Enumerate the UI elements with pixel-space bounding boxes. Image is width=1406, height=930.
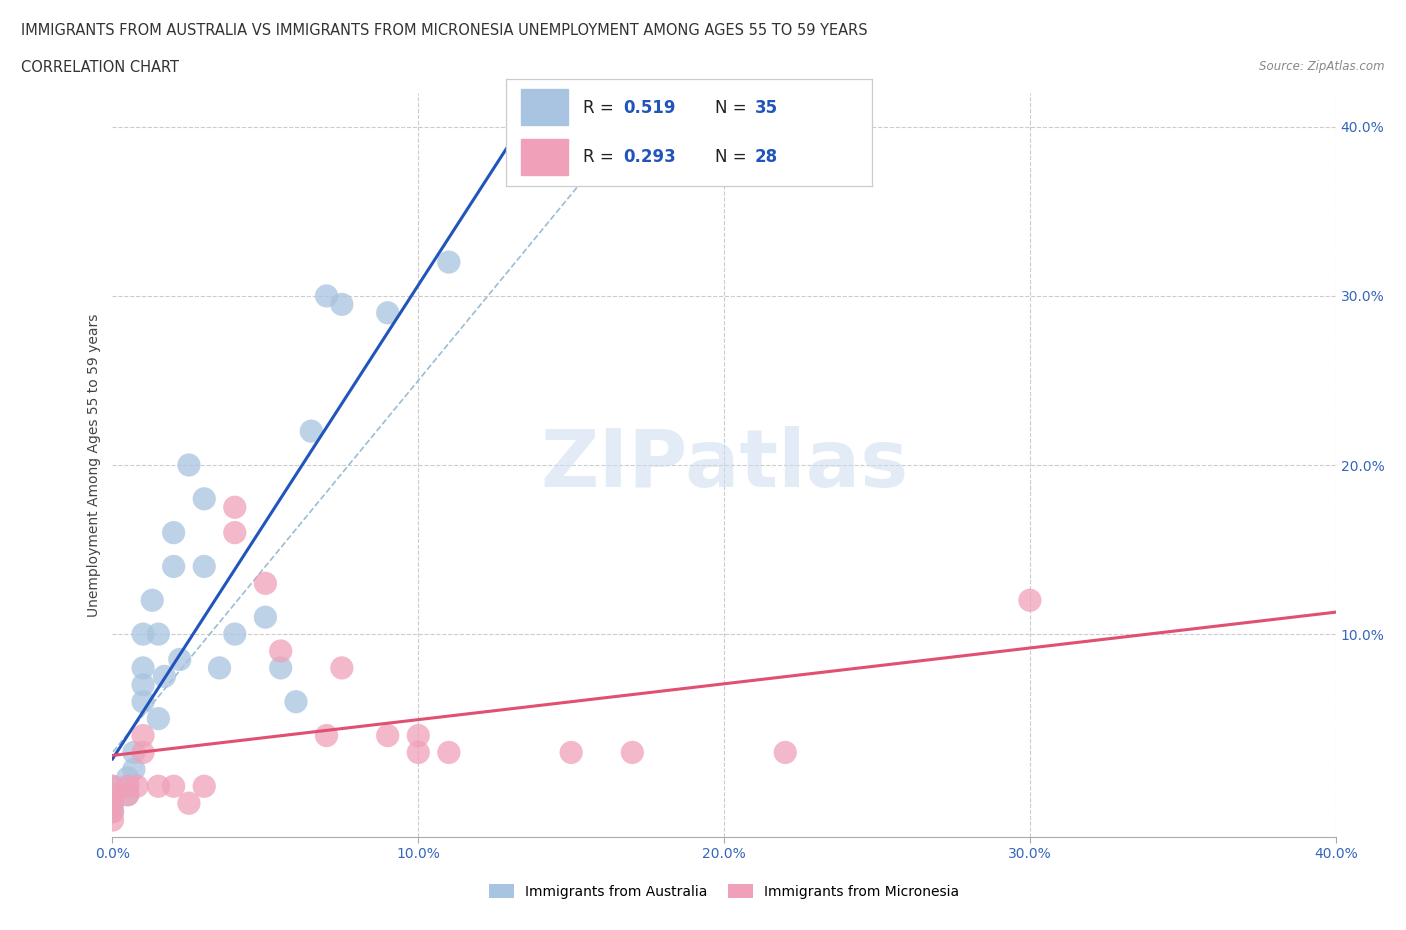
Text: 28: 28 — [755, 148, 778, 166]
Point — [315, 288, 337, 303]
Point — [148, 778, 170, 793]
Text: 0.519: 0.519 — [623, 99, 676, 117]
Point — [101, 796, 124, 811]
Point — [163, 559, 186, 574]
Point — [284, 695, 308, 710]
Point — [224, 499, 246, 514]
Point — [132, 627, 155, 642]
Point — [132, 745, 155, 760]
Point — [377, 305, 399, 320]
Point — [101, 804, 124, 819]
Bar — [520, 139, 568, 175]
Point — [377, 728, 399, 743]
Point — [132, 695, 155, 710]
Point — [117, 778, 139, 793]
Point — [101, 788, 124, 803]
Point — [153, 669, 176, 684]
Point — [101, 788, 124, 803]
Point — [169, 652, 191, 667]
Point — [254, 610, 277, 625]
Point — [117, 788, 139, 803]
Point — [437, 255, 460, 270]
Point — [101, 813, 124, 828]
Point — [101, 796, 124, 811]
Point — [408, 728, 430, 743]
Point — [177, 796, 200, 811]
Point — [101, 778, 124, 793]
Text: IMMIGRANTS FROM AUSTRALIA VS IMMIGRANTS FROM MICRONESIA UNEMPLOYMENT AMONG AGES : IMMIGRANTS FROM AUSTRALIA VS IMMIGRANTS … — [21, 23, 868, 38]
Point — [315, 728, 337, 743]
Legend: Immigrants from Australia, Immigrants from Micronesia: Immigrants from Australia, Immigrants fr… — [484, 879, 965, 905]
Point — [117, 788, 139, 803]
Text: CORRELATION CHART: CORRELATION CHART — [21, 60, 179, 75]
Text: Source: ZipAtlas.com: Source: ZipAtlas.com — [1260, 60, 1385, 73]
Point — [101, 804, 124, 819]
Y-axis label: Unemployment Among Ages 55 to 59 years: Unemployment Among Ages 55 to 59 years — [87, 313, 101, 617]
Point — [330, 297, 353, 312]
Point — [117, 770, 139, 785]
Point — [224, 627, 246, 642]
Point — [621, 745, 644, 760]
Point — [299, 424, 322, 439]
Text: R =: R = — [583, 99, 619, 117]
Point — [122, 762, 145, 777]
Point — [193, 491, 215, 506]
Point — [122, 745, 145, 760]
Point — [117, 778, 139, 793]
Point — [148, 711, 170, 726]
Text: 35: 35 — [755, 99, 778, 117]
Point — [560, 745, 582, 760]
Point — [101, 788, 124, 803]
Bar — [520, 88, 568, 125]
Point — [208, 660, 231, 675]
Point — [330, 660, 353, 675]
Point — [270, 644, 292, 658]
Point — [193, 778, 215, 793]
Point — [437, 745, 460, 760]
Point — [408, 745, 430, 760]
Point — [775, 745, 797, 760]
Point — [193, 559, 215, 574]
Point — [125, 778, 148, 793]
Text: 0.293: 0.293 — [623, 148, 676, 166]
Point — [163, 778, 186, 793]
Point — [148, 627, 170, 642]
Point — [132, 677, 155, 692]
Point — [101, 796, 124, 811]
Point — [177, 458, 200, 472]
Point — [132, 728, 155, 743]
Point — [224, 525, 246, 540]
Point — [101, 778, 124, 793]
Point — [254, 576, 277, 591]
Text: ZIPatlas: ZIPatlas — [540, 426, 908, 504]
Text: R =: R = — [583, 148, 619, 166]
Point — [163, 525, 186, 540]
Point — [141, 592, 163, 607]
Point — [1018, 592, 1040, 607]
Text: N =: N = — [714, 99, 751, 117]
Text: N =: N = — [714, 148, 751, 166]
Point — [132, 660, 155, 675]
Point — [270, 660, 292, 675]
